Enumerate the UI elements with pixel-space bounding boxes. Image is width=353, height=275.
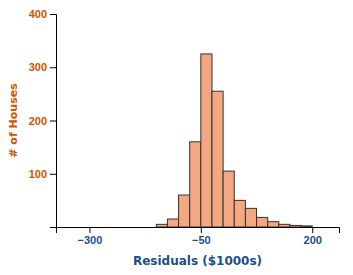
histogram-bar (290, 225, 301, 227)
histogram-bar (167, 219, 178, 227)
y-tick: 200 (29, 115, 56, 127)
y-tick-label: 200 (29, 115, 47, 127)
y-axis: 100 200 300 400 (29, 8, 57, 227)
y-tick-mark (50, 121, 56, 122)
y-axis-title: # of Houses (7, 83, 20, 158)
histogram-bar (212, 91, 223, 227)
x-tick-label: −300 (78, 234, 103, 246)
x-tick-label: 200 (304, 234, 322, 246)
x-tick: −50 (192, 227, 211, 246)
y-axis-line (50, 15, 57, 228)
histogram-bar (179, 195, 190, 227)
histogram-bar (257, 217, 268, 227)
y-tick: 400 (29, 8, 56, 20)
plot-area: −300 −50 200 100 200 300 400 (29, 8, 340, 246)
y-tick-label: 100 (29, 168, 47, 180)
histogram-bar (301, 226, 312, 227)
chart-container: −300 −50 200 100 200 300 400 Residuals ($1000s)… (0, 0, 353, 275)
histogram-bar (190, 142, 201, 227)
x-tick-mark (312, 227, 313, 233)
histogram-bar (234, 200, 245, 227)
x-axis: −300 −50 200 (57, 227, 340, 246)
x-tick: 200 (304, 227, 322, 246)
histogram-bar (201, 54, 212, 227)
x-tick: −300 (78, 227, 103, 246)
x-tick-mark (201, 227, 202, 233)
histogram-bar (223, 171, 234, 227)
chart-svg: −300 −50 200 100 200 300 400 Residuals ($1000s)… (0, 0, 353, 275)
y-tick: 300 (29, 61, 56, 73)
y-tick: 100 (29, 168, 56, 180)
y-tick-label: 300 (29, 61, 47, 73)
histogram-bar (156, 224, 167, 227)
histogram-bar (245, 208, 256, 227)
y-tick-mark (50, 174, 56, 175)
x-tick-label: −50 (192, 234, 211, 246)
histogram-bar (268, 222, 279, 227)
y-tick-mark (50, 67, 56, 68)
y-tick-mark (50, 14, 56, 15)
bars (156, 54, 312, 227)
x-tick-mark (89, 227, 90, 233)
histogram-bar (279, 224, 290, 227)
x-axis-line (57, 228, 340, 234)
y-tick-label: 400 (29, 8, 47, 20)
x-axis-title: Residuals ($1000s) (133, 254, 262, 268)
